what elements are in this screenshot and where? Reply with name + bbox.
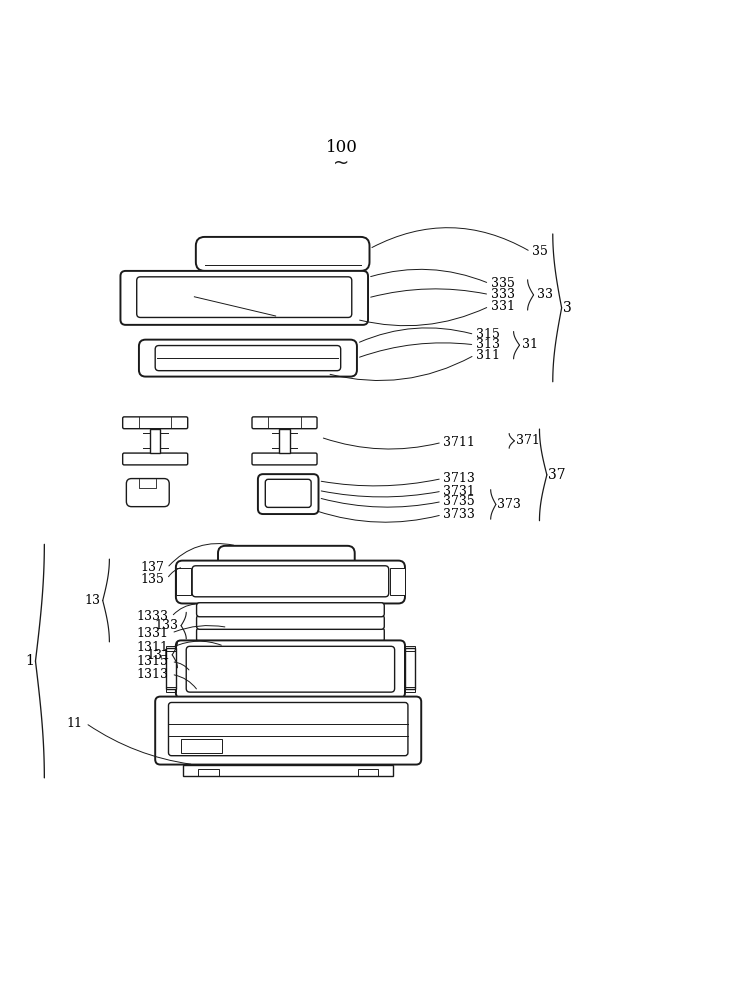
Bar: [181, 739, 222, 753]
FancyBboxPatch shape: [137, 277, 352, 317]
Bar: [176, 568, 191, 595]
FancyBboxPatch shape: [120, 271, 368, 325]
FancyBboxPatch shape: [186, 646, 395, 692]
FancyBboxPatch shape: [252, 417, 317, 429]
FancyBboxPatch shape: [176, 640, 405, 698]
Text: 135: 135: [140, 573, 164, 586]
Text: 3713: 3713: [443, 472, 475, 485]
FancyBboxPatch shape: [168, 702, 408, 756]
Bar: [183, 765, 393, 776]
Text: ~: ~: [333, 154, 350, 173]
Text: 3733: 3733: [443, 508, 475, 521]
Text: 315: 315: [476, 328, 500, 341]
FancyBboxPatch shape: [123, 417, 188, 429]
FancyBboxPatch shape: [176, 561, 405, 603]
FancyBboxPatch shape: [126, 479, 169, 507]
Text: 33: 33: [537, 288, 553, 301]
Bar: [405, 687, 415, 692]
Bar: [405, 648, 415, 689]
Bar: [166, 648, 176, 689]
Text: 371: 371: [516, 434, 539, 447]
Text: 331: 331: [491, 300, 514, 313]
FancyBboxPatch shape: [196, 237, 370, 271]
Text: 131: 131: [146, 649, 170, 662]
Bar: [405, 646, 415, 651]
Text: 313: 313: [476, 338, 500, 351]
Text: 31: 31: [522, 338, 539, 351]
Text: 3731: 3731: [443, 485, 475, 498]
Text: 37: 37: [548, 468, 566, 482]
Text: 1: 1: [25, 654, 34, 668]
Bar: [358, 769, 378, 776]
Bar: [390, 568, 405, 595]
Text: 335: 335: [491, 277, 514, 290]
Bar: [279, 429, 290, 453]
Text: 137: 137: [140, 561, 164, 574]
FancyBboxPatch shape: [123, 453, 188, 465]
FancyBboxPatch shape: [197, 603, 384, 617]
Text: 1313: 1313: [137, 668, 168, 681]
Bar: [166, 687, 176, 692]
Text: 1333: 1333: [137, 610, 168, 623]
Bar: [198, 769, 219, 776]
Text: 373: 373: [497, 498, 521, 511]
FancyBboxPatch shape: [139, 340, 357, 377]
Bar: [150, 429, 160, 453]
FancyBboxPatch shape: [197, 615, 384, 629]
Text: 133: 133: [155, 619, 179, 632]
Text: 333: 333: [491, 288, 514, 301]
Text: 11: 11: [67, 717, 83, 730]
Text: 100: 100: [325, 139, 358, 156]
Text: 13: 13: [84, 594, 101, 607]
Text: 3: 3: [563, 301, 572, 315]
Bar: [166, 646, 176, 651]
Text: 1311: 1311: [137, 641, 168, 654]
FancyBboxPatch shape: [265, 479, 311, 507]
FancyBboxPatch shape: [218, 546, 355, 569]
FancyBboxPatch shape: [155, 697, 421, 765]
FancyBboxPatch shape: [192, 566, 389, 597]
Text: 3711: 3711: [443, 436, 475, 449]
Text: 1315: 1315: [137, 655, 168, 668]
Text: 35: 35: [532, 245, 548, 258]
FancyBboxPatch shape: [197, 628, 384, 642]
FancyBboxPatch shape: [252, 453, 317, 465]
Text: 311: 311: [476, 349, 500, 362]
FancyBboxPatch shape: [155, 346, 341, 371]
FancyBboxPatch shape: [258, 474, 319, 514]
Text: 1331: 1331: [137, 627, 168, 640]
Text: 3735: 3735: [443, 495, 475, 508]
